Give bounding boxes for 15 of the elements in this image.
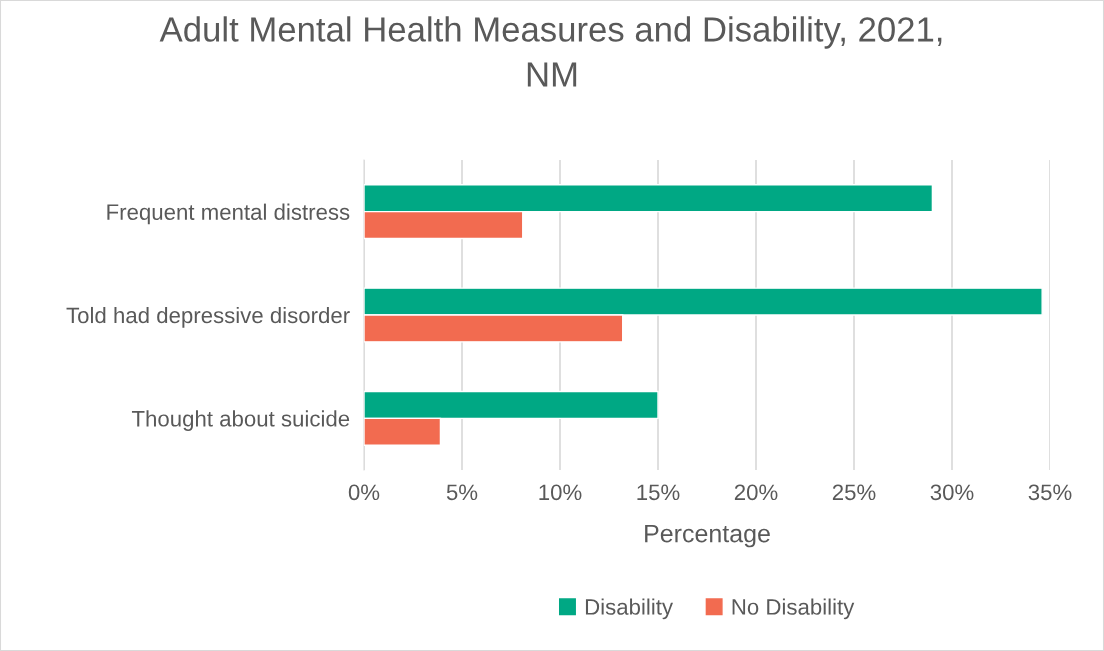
x-tick-label: 25% [832,484,876,501]
x-axis-title: Percentage [645,524,770,548]
x-tick-label: 20% [734,484,778,501]
x-tick-label: 10% [539,484,582,501]
y-tick-label: Frequent mental distress [107,203,350,225]
chart-title: Adult Mental Health Measures and Disability, 2021, NM [159,16,942,87]
x-tick-label: 30% [930,484,974,501]
y-tick-label: Thought about suicide [131,410,350,431]
x-tick-label: 5% [446,484,478,501]
x-tick-label: 0% [348,484,380,501]
legend-label: Disability [585,598,673,620]
x-tick-label: 15% [637,484,680,501]
y-tick-label: Told had depressive disorder [66,306,350,328]
x-tick-label: 35% [1028,484,1072,501]
legend-label: No Disability [732,598,855,620]
